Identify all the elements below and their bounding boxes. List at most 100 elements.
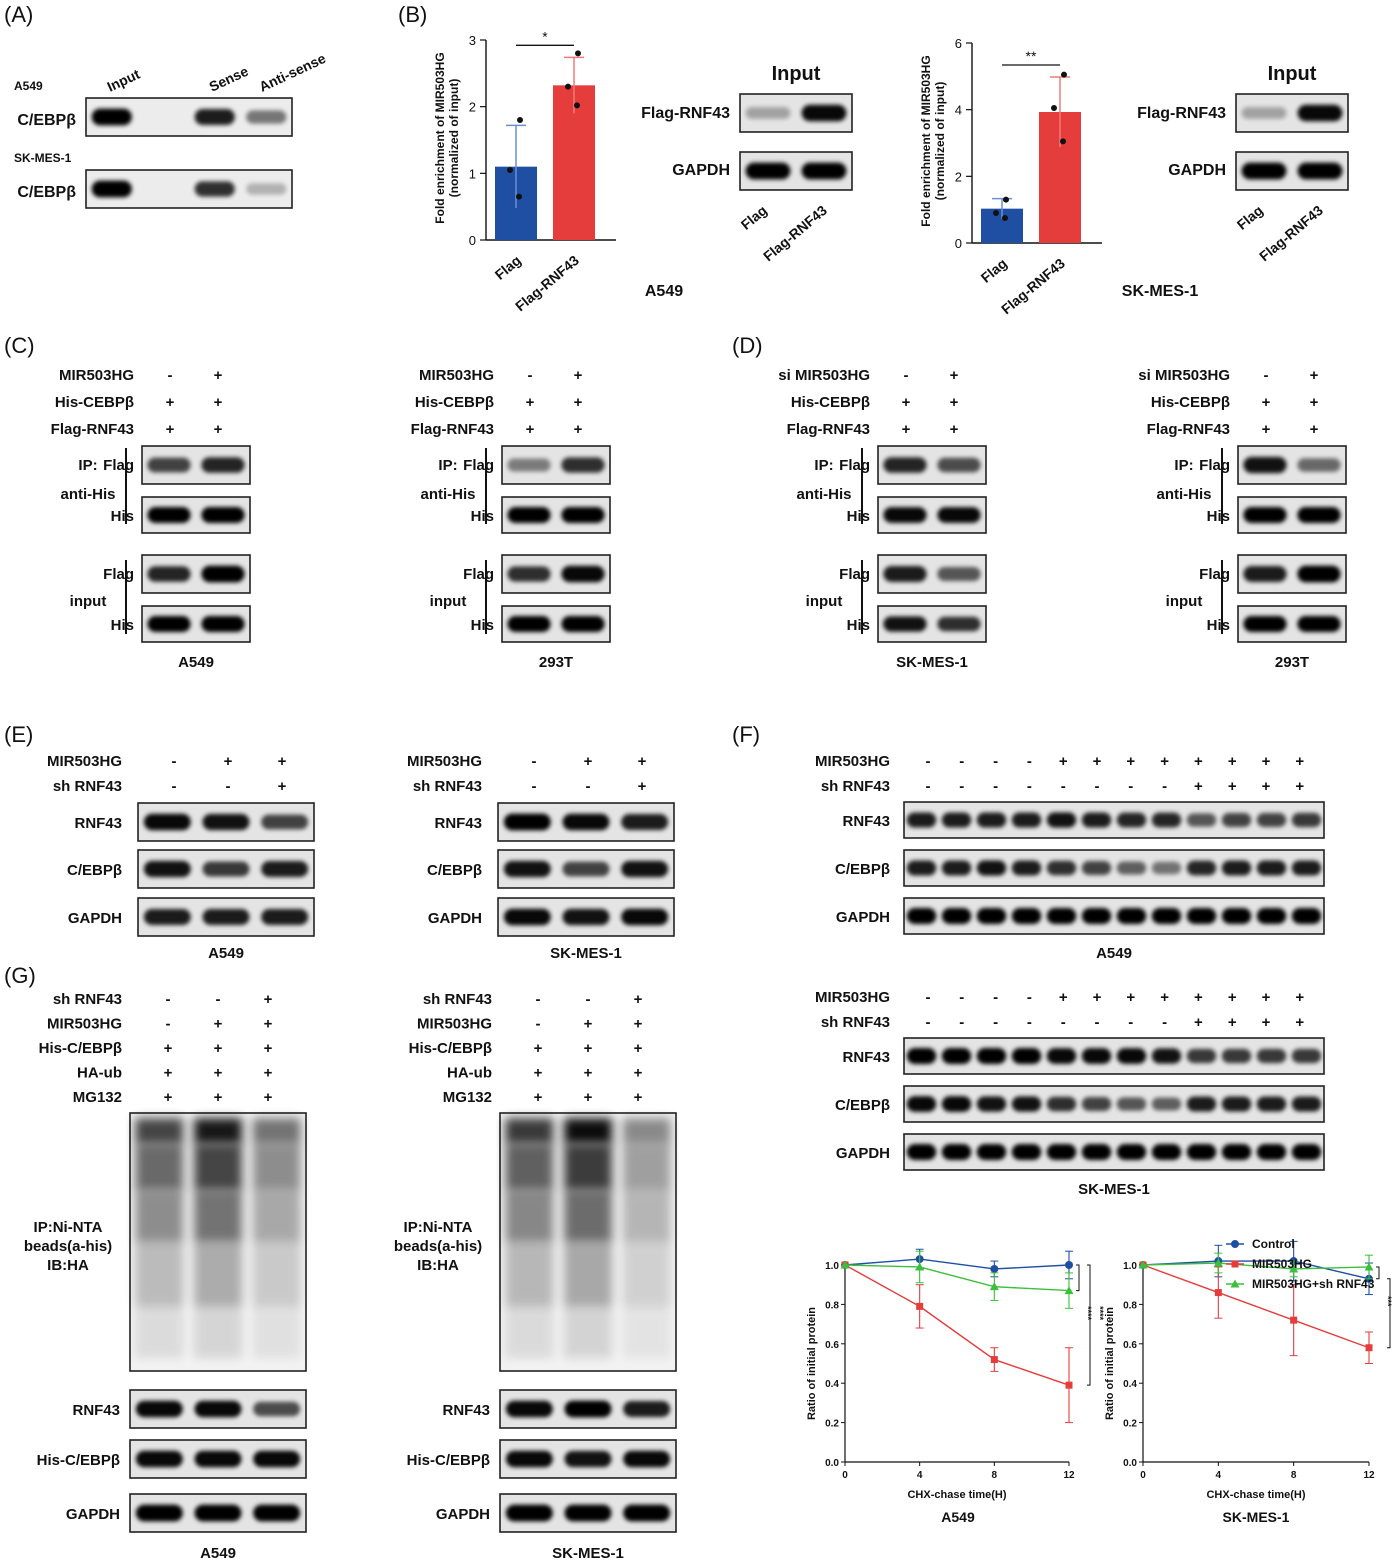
panel-f-a549-blot-1-band [1186, 860, 1217, 876]
panel-c-a549-input-his-band [201, 616, 245, 632]
chart-f-a549-xlabel: CHX-chase time(H) [907, 1489, 1006, 1501]
blot-b-skmes1-flag [1235, 93, 1349, 133]
panel-f-skmes1-treatment-sign: + [1295, 989, 1304, 1006]
panel-c-a549-ip-label: IP: [78, 457, 97, 474]
panel-e-skmes1-blot-2 [497, 897, 675, 937]
panel-e-a549-treatment-sign: - [226, 778, 231, 795]
panel-c-a549-treatment-sign: - [168, 367, 173, 384]
panel-f-a549-blot-1-band [906, 860, 937, 876]
chart-f-skmes1-series-line [1142, 1260, 1370, 1280]
chart-b-skmes1-ylabel: (normalized of input) [933, 82, 947, 201]
panel-g-skmes1-blot-2 [499, 1493, 677, 1533]
panel-g-a549-row-label: RNF43 [72, 1402, 120, 1419]
chart-b-a549-ytick-label: 2 [469, 100, 476, 115]
panel-a-blot-band [246, 110, 287, 124]
panel-c-a549-treatment-sign: + [214, 367, 223, 384]
chart-f-a549-xtick-label: 4 [917, 1470, 923, 1481]
panel-f-a549-treatment-sign: + [1262, 753, 1271, 770]
panel-e-skmes1-treatment-label: sh RNF43 [413, 778, 482, 795]
chart-b-skmes1-category-label: Flag [978, 255, 1010, 286]
panel-f-a549-blot-1-band [1116, 861, 1147, 875]
panel-c-293t-ip-his-band [507, 507, 551, 523]
chart-b-a549-significance: * [542, 28, 548, 44]
panel-g-a549-cell-label: A549 [200, 1545, 236, 1561]
panel-f-a549-treatment-sign: - [959, 778, 964, 795]
chart-f-a549-point [916, 1302, 924, 1310]
blot-b-skmes1-gapdh-band [1241, 162, 1287, 180]
blot-b-skmes1-gapdh [1235, 151, 1349, 191]
panel-g-skmes1-treatment-sign: + [634, 991, 643, 1008]
panel-d-293t-ip-label: anti-His [1156, 486, 1211, 503]
panel-c-a549-input-his-band [147, 616, 191, 632]
chart-f-legend: Control MIR503HG MIR503HG+sh RNF43 [1226, 1237, 1375, 1291]
chart-f-a549-xtick-label: 8 [992, 1470, 998, 1481]
chart-b-a549-point [565, 83, 571, 90]
panel-g-skmes1-ubiquitin-smear-lane [505, 1306, 554, 1359]
chart-b-skmes1-category-label: Flag-RNF43 [998, 255, 1068, 317]
panel-c-293t-input-his-band [561, 616, 605, 632]
panel-f-a549-blot-2-band [941, 908, 972, 924]
panel-g-skmes1-ip-label: IP:Ni-NTA [404, 1219, 473, 1236]
panel-g-skmes1-ubiquitin-smear [499, 1112, 677, 1372]
panel-f-a549-treatment-sign: + [1194, 753, 1203, 770]
panel-f-skmes1-blot-0-band [1116, 1048, 1147, 1064]
chart-f-a549-ytick-label: 0.8 [825, 1300, 839, 1311]
panel-e-a549-treatment-sign: + [278, 753, 287, 770]
panel-g-a549-ubiquitin-smear-lane [135, 1306, 184, 1359]
panel-f-skmes1-blot-1-band [1221, 1096, 1252, 1112]
panel-f-skmes1-blot-1-band [906, 1096, 937, 1112]
panel-f-a549-blot-0-band [1221, 813, 1252, 827]
panel-g-a549-treatment-sign: + [214, 1065, 223, 1082]
panel-f-skmes1-treatment-label: sh RNF43 [821, 1014, 890, 1031]
panel-g-skmes1-treatment-sign: + [534, 1040, 543, 1057]
panel-g-skmes1-treatment-sign: - [536, 991, 541, 1008]
chart-f-skmes1-significance: *** [1383, 1296, 1393, 1307]
panel-g-skmes1-blot-1-band [564, 1450, 612, 1468]
chart-f-skmes1-xtick-label: 8 [1291, 1470, 1297, 1481]
panel-d-skmes1-treatment-label: Flag-RNF43 [787, 421, 870, 438]
panel-d-293t-treatment-label: Flag-RNF43 [1147, 421, 1230, 438]
panel-c-a549-ip-flag-band [147, 457, 191, 473]
blot-b-a549-flag [739, 93, 853, 133]
chart-f-a549: 0.0 0.2 0.4 0.6 0.8 1.0 0 4 8 12 **** **** Ratio of … [806, 1248, 1105, 1525]
panel-f-skmes1-treatment-sign: - [1027, 1014, 1032, 1031]
blot-b-a549-gapdh-band [745, 162, 791, 180]
panel-d-skmes1-ip-label: IP: [814, 457, 833, 474]
panel-e-a549-blot-2-band [202, 909, 250, 925]
panel-e-a549-blot-1-band [202, 861, 250, 877]
panel-g-skmes1-blot-0 [499, 1389, 677, 1429]
blot-b-a549-gapdh [739, 151, 853, 191]
panel-f-skmes1-blot-2-band [1011, 1144, 1042, 1160]
panel-g-a549-blot-0-band [135, 1400, 183, 1418]
panel-f-a549-blot-0-band [976, 812, 1007, 828]
chart-f-a549-point [989, 1282, 999, 1291]
panel-d-skmes1-treatment-sign: + [950, 367, 959, 384]
blot-b-a549-title: Input [772, 63, 821, 85]
panel-f-a549-blot-2-band [1011, 908, 1042, 924]
panel-f-a549-treatment-sign: - [926, 778, 931, 795]
panel-letter-d: (D) [732, 333, 763, 358]
panel-c-a549-input-label: input [70, 593, 107, 610]
panel-g-skmes1-ubiquitin-smear-lane [622, 1306, 671, 1359]
panel-d-293t-row-label: His [1207, 617, 1230, 634]
panel-f-a549-blot-2-band [1291, 908, 1322, 924]
panel-f-skmes1-blot-0-band [1291, 1048, 1322, 1064]
panel-f-a549-treatment-label: MIR503HG [815, 753, 890, 770]
panel-c-293t-cell-label: 293T [539, 654, 573, 671]
panel-c-293t-ip-flag-band [507, 458, 551, 472]
panel-g-a549-blot-2-band [253, 1504, 301, 1522]
panel-f-a549-treatment-sign: + [1295, 753, 1304, 770]
panel-d-293t-input-his [1237, 605, 1347, 643]
panel-a-cell-label: A549 [14, 79, 43, 93]
panel-d-293t-treatment-sign: + [1310, 394, 1319, 411]
panel-c-293t-treatment-sign: - [528, 367, 533, 384]
chart-b-skmes1-ylabel: Fold enrichment of MIR503HG [919, 55, 933, 226]
panel-f-a549-blot-0-band [1081, 812, 1112, 828]
chart-b-a549-ytick-label: 3 [469, 33, 476, 48]
chart-f-skmes1-point [1213, 1258, 1223, 1267]
panel-f-a549-blot-2-frame [903, 897, 1325, 935]
panel-e-a549-treatment-label: MIR503HG [47, 753, 122, 770]
panel-f-skmes1-treatment-sign: - [1128, 1014, 1133, 1031]
panel-d-skmes1-treatment-sign: - [904, 367, 909, 384]
